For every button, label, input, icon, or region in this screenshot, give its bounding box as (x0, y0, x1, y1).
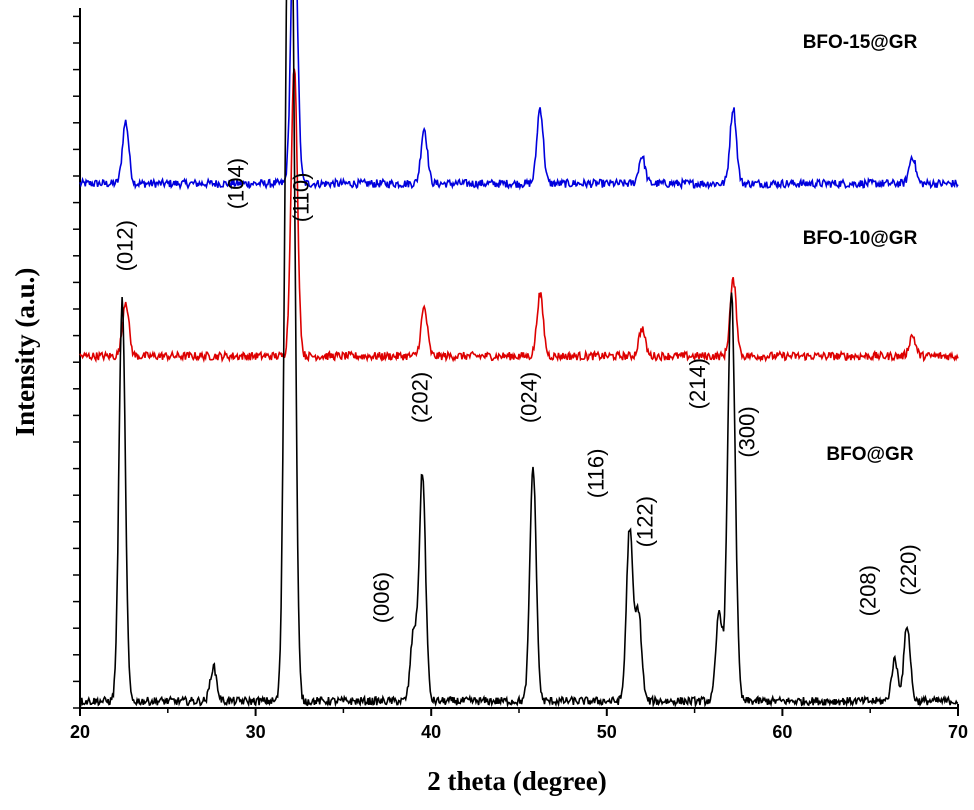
x-tick-label: 40 (421, 722, 441, 742)
peak-label: (122) (633, 496, 658, 547)
peak-label: (012) (113, 220, 138, 271)
peak-label: (202) (408, 372, 433, 423)
series-label: BFO-10@GR (803, 228, 918, 249)
peak-label: (214) (685, 358, 710, 409)
x-tick-label: 30 (246, 722, 266, 742)
y-axis-title: Intensity (a.u.) (10, 268, 40, 437)
x-tick-label: 20 (70, 722, 90, 742)
x-tick-label: 50 (597, 722, 617, 742)
peak-label: (208) (856, 565, 881, 616)
series-line-0 (79, 0, 959, 191)
x-axis-title: 2 theta (degree) (427, 766, 606, 796)
series-line-1 (79, 68, 959, 364)
peak-label: (104) (223, 158, 248, 209)
series-label: BFO-15@GR (803, 32, 918, 53)
peak-label: (110) (288, 173, 313, 223)
series-line-2 (79, 0, 959, 709)
series-label: BFO@GR (826, 444, 913, 465)
peak-label: (220) (896, 544, 921, 595)
peak-label: (116) (583, 449, 608, 499)
peak-label: (024) (517, 372, 542, 423)
plot-area: 20 30 40 50 60 70 BFO-15@GR BFO-10@GR BFO@GR (012… (70, 0, 968, 742)
x-tick-label: 60 (772, 722, 792, 742)
x-tick-label: 70 (948, 722, 968, 742)
peak-label: (300) (734, 406, 759, 457)
peak-label: (006) (369, 572, 394, 623)
